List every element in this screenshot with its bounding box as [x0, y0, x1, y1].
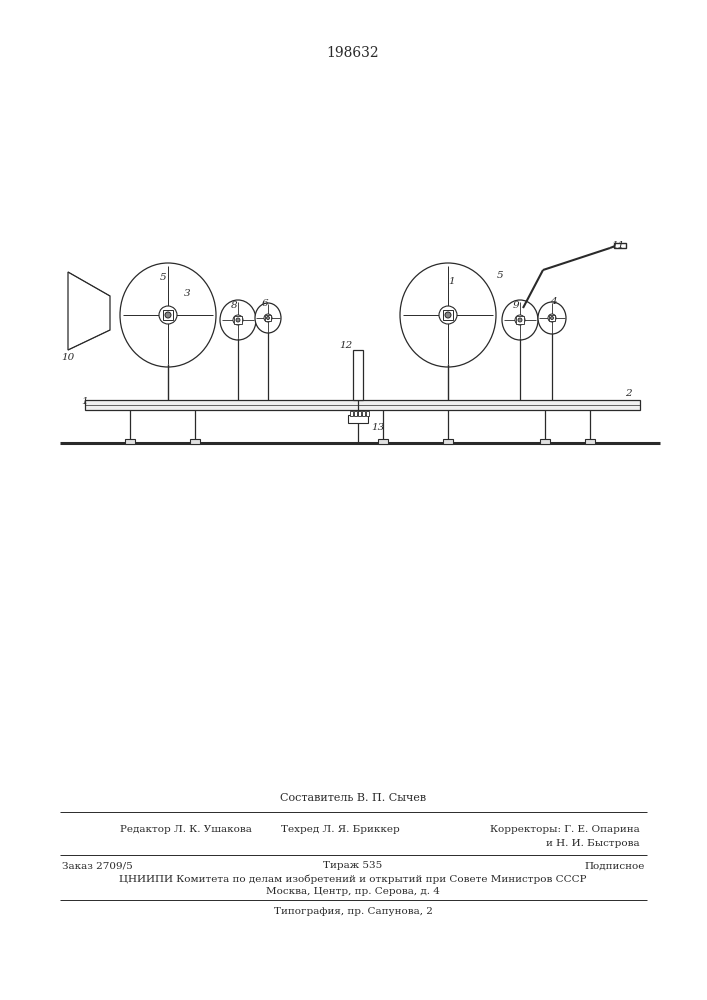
Circle shape [233, 315, 243, 325]
Text: 8: 8 [230, 302, 238, 310]
Ellipse shape [220, 300, 256, 340]
Bar [348, 415, 368, 423]
Bar [443, 439, 453, 444]
Text: 1: 1 [82, 397, 88, 406]
Text: и Н. И. Быстрова: и Н. И. Быстрова [547, 838, 640, 848]
Text: 4: 4 [549, 298, 556, 306]
Text: 198632: 198632 [327, 46, 380, 60]
Circle shape [159, 306, 177, 324]
Bar [585, 439, 595, 444]
Text: 6: 6 [262, 298, 269, 308]
Bar [265, 315, 271, 321]
Circle shape [518, 318, 522, 322]
Ellipse shape [538, 302, 566, 334]
Text: Редактор Л. К. Ушакова: Редактор Л. К. Ушакова [120, 826, 252, 834]
Ellipse shape [120, 263, 216, 367]
Bar [354, 411, 357, 416]
Bar [549, 315, 555, 321]
Bar [163, 310, 173, 320]
Ellipse shape [502, 300, 538, 340]
Text: 3: 3 [184, 288, 190, 298]
Text: 5: 5 [160, 273, 166, 282]
Bar [614, 243, 626, 248]
Ellipse shape [400, 263, 496, 367]
Bar [378, 439, 388, 444]
Bar [362, 411, 365, 416]
Bar [358, 411, 361, 416]
Text: ЦНИИПИ Комитета по делам изобретений и открытий при Совете Министров СССР: ЦНИИПИ Комитета по делам изобретений и о… [119, 874, 587, 884]
Circle shape [267, 316, 269, 320]
Circle shape [165, 312, 171, 318]
Bar [85, 400, 640, 410]
Text: 11: 11 [612, 240, 624, 249]
Bar [125, 439, 135, 444]
Text: Типография, пр. Сапунова, 2: Типография, пр. Сапунова, 2 [274, 908, 433, 916]
Text: 10: 10 [62, 354, 75, 362]
Circle shape [548, 314, 556, 322]
Bar [366, 411, 369, 416]
Bar [234, 316, 242, 324]
Text: Подписное: Подписное [585, 861, 645, 870]
Text: Корректоры: Г. Е. Опарина: Корректоры: Г. Е. Опарина [490, 826, 640, 834]
Bar [190, 439, 200, 444]
Bar [350, 411, 353, 416]
Bar [443, 310, 453, 320]
Circle shape [264, 314, 272, 322]
Text: Составитель В. П. Сычев: Составитель В. П. Сычев [280, 793, 426, 803]
Bar [540, 439, 550, 444]
Ellipse shape [255, 303, 281, 333]
Text: 5: 5 [497, 270, 503, 279]
Text: 2: 2 [625, 389, 631, 398]
Text: Москва, Центр, пр. Серова, д. 4: Москва, Центр, пр. Серова, д. 4 [266, 886, 440, 896]
Text: Техред Л. Я. Бриккер: Техред Л. Я. Бриккер [281, 826, 399, 834]
Text: 12: 12 [339, 340, 353, 350]
Text: 1: 1 [449, 276, 455, 286]
Bar [516, 316, 524, 324]
Circle shape [515, 315, 525, 325]
Circle shape [551, 316, 554, 320]
Bar [353, 350, 363, 400]
Text: 13: 13 [371, 424, 385, 432]
Text: Заказ 2709/5: Заказ 2709/5 [62, 861, 133, 870]
Polygon shape [68, 272, 110, 350]
Text: Тираж 535: Тираж 535 [323, 861, 382, 870]
Circle shape [445, 312, 451, 318]
Circle shape [439, 306, 457, 324]
Circle shape [236, 318, 240, 322]
Text: 9: 9 [513, 300, 520, 310]
